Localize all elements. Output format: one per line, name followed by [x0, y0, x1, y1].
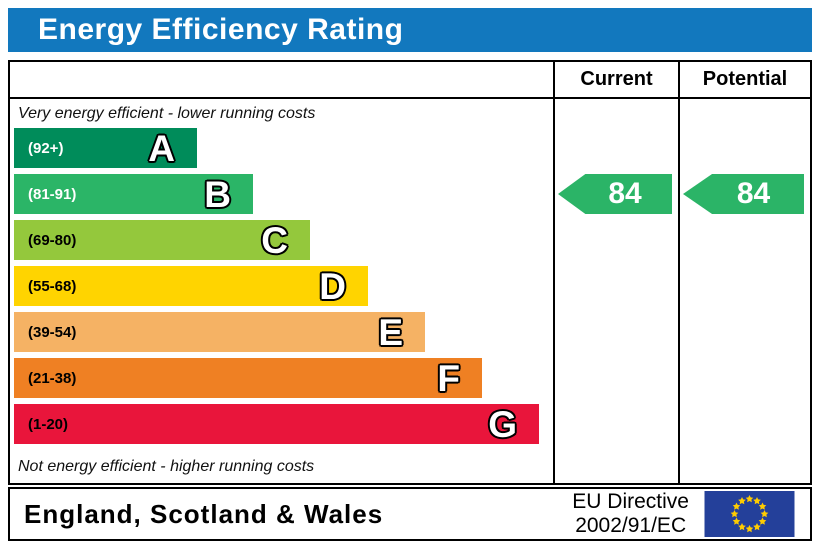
current-column-header: Current — [555, 62, 680, 99]
eu-flag-icon — [704, 491, 795, 537]
table-header-row: Current Potential — [10, 62, 810, 99]
current-rating-value: 84 — [608, 177, 642, 210]
bottom-note: Not energy efficient - higher running co… — [18, 457, 315, 475]
band-letter-g: G — [488, 403, 517, 445]
band-row-g: (1-20) G — [10, 404, 553, 450]
band-range-f: (21-38) — [28, 369, 77, 387]
band-row-f: (21-38) F — [10, 358, 553, 404]
band-bar-a: (92+) A — [14, 128, 197, 168]
band-row-c: (69-80) C — [10, 220, 553, 266]
band-letter-a: A — [148, 127, 175, 169]
band-range-a: (92+) — [28, 139, 64, 157]
top-note: Very energy efficient - lower running co… — [18, 104, 316, 122]
band-bar-g: (1-20) G — [14, 404, 539, 444]
band-letter-e: E — [378, 311, 403, 353]
band-letter-c: C — [261, 219, 288, 261]
potential-rating-column: 84 — [680, 99, 810, 483]
region-label: England, Scotland & Wales — [24, 498, 384, 529]
potential-rating-arrow: 84 — [683, 174, 804, 214]
footer-bar: England, Scotland & Wales EU Directive 2… — [8, 487, 812, 541]
band-bar-b: (81-91) B — [14, 174, 253, 214]
band-row-e: (39-54) E — [10, 312, 553, 358]
eu-directive-label: EU Directive 2002/91/EC — [572, 490, 689, 537]
current-rating-arrow: 84 — [558, 174, 672, 214]
eu-directive-line1: EU Directive — [572, 490, 689, 514]
potential-column-header: Potential — [680, 62, 810, 99]
band-row-b: (81-91) B — [10, 174, 553, 220]
band-letter-f: F — [437, 357, 460, 399]
band-bar-e: (39-54) E — [14, 312, 425, 352]
eu-directive-line2: 2002/91/EC — [575, 514, 687, 537]
header-spacer-cell — [10, 62, 555, 99]
band-range-c: (69-80) — [28, 231, 77, 249]
page-title: Energy Efficiency Rating — [8, 8, 812, 52]
table-body-row: Very energy efficient - lower running co… — [10, 99, 810, 483]
band-bar-f: (21-38) F — [14, 358, 482, 398]
band-range-b: (81-91) — [28, 185, 77, 203]
band-chart-area: Very energy efficient - lower running co… — [10, 99, 555, 483]
band-letter-b: B — [204, 173, 231, 215]
band-range-e: (39-54) — [28, 323, 77, 341]
band-row-d: (55-68) D — [10, 266, 553, 312]
band-range-g: (1-20) — [28, 415, 69, 433]
band-bar-c: (69-80) C — [14, 220, 310, 260]
band-row-a: (92+) A — [10, 128, 553, 174]
potential-rating-value: 84 — [736, 177, 771, 210]
current-rating-column: 84 — [555, 99, 680, 483]
band-range-d: (55-68) — [28, 277, 77, 295]
band-bar-d: (55-68) D — [14, 266, 368, 306]
rating-table: Current Potential Very energy efficient … — [8, 60, 812, 485]
band-letter-d: D — [319, 265, 346, 307]
